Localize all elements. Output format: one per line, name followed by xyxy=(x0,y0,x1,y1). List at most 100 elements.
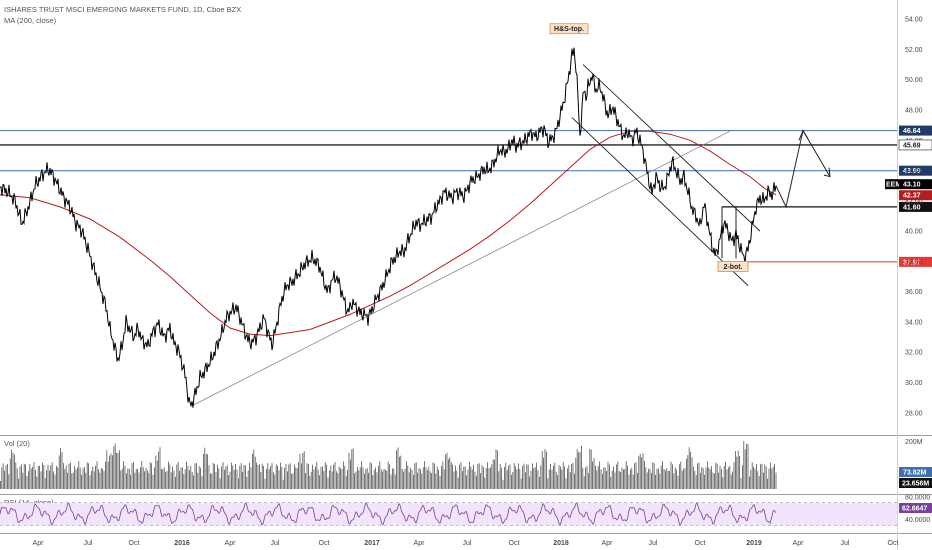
volume-bar xyxy=(518,463,519,489)
volume-bar xyxy=(289,463,291,489)
volume-bar xyxy=(561,469,563,489)
volume-bar xyxy=(65,465,67,489)
volume-bar xyxy=(400,455,402,489)
volume-bar xyxy=(646,472,648,489)
volume-bar xyxy=(680,461,682,489)
volume-bar xyxy=(232,465,234,489)
volume-bar xyxy=(375,467,376,489)
volume-bar xyxy=(72,472,74,489)
volume-bar xyxy=(385,469,386,489)
volume-bar xyxy=(579,451,581,489)
volume-bar xyxy=(607,461,609,489)
volume-bar xyxy=(179,470,180,489)
price-tick-label: 42.00 xyxy=(905,198,923,205)
volume-bar xyxy=(359,467,361,489)
volume-bar xyxy=(226,465,228,489)
volume-bar xyxy=(351,449,353,489)
level-badge xyxy=(899,125,932,136)
volume-bar xyxy=(194,463,196,489)
volume-bar xyxy=(207,454,208,489)
volume-bar xyxy=(128,468,130,489)
volume-bar xyxy=(252,453,253,489)
volume-bar xyxy=(578,452,579,489)
volume-bar xyxy=(707,461,708,489)
volume-bar xyxy=(511,474,512,489)
volume-bar xyxy=(599,461,600,489)
volume-bar xyxy=(627,465,628,489)
volume-bar xyxy=(201,476,203,489)
volume-bar xyxy=(102,468,103,489)
volume-bar xyxy=(183,474,185,489)
volume-bar xyxy=(492,459,494,489)
volume-bar xyxy=(98,469,99,489)
volume-bar xyxy=(364,473,365,489)
volume-bar xyxy=(744,449,746,489)
volume-bar xyxy=(114,443,116,489)
volume-bar xyxy=(140,467,141,489)
volume-bar xyxy=(109,455,110,489)
volume-bar xyxy=(576,449,578,489)
price-axis[interactable]: 54.0052.0050.0048.0046.0044.0042.0040.00… xyxy=(905,17,923,418)
volume-bar xyxy=(378,465,379,489)
volume-bar xyxy=(1,467,3,489)
volume-bar xyxy=(64,469,66,489)
volume-bar xyxy=(676,469,677,489)
time-tick-label: Apr xyxy=(793,540,805,547)
price-tick-label: 32.00 xyxy=(905,350,923,357)
volume-bar xyxy=(312,464,313,489)
volume-bar xyxy=(457,477,459,489)
volume-bar xyxy=(142,467,144,489)
annotations: H&S-top. 2-bot. xyxy=(549,23,749,272)
volume-bar xyxy=(250,467,252,489)
volume-bar xyxy=(688,447,690,489)
volume-bar xyxy=(246,476,248,489)
volume-bar xyxy=(572,462,574,489)
price-tick-label: 34.00 xyxy=(905,319,923,326)
time-tick-label: 2019 xyxy=(746,540,762,547)
volume-bar xyxy=(600,469,602,489)
volume-bar xyxy=(452,464,453,489)
time-tick-label: Apr xyxy=(33,540,45,547)
volume-bar xyxy=(116,452,117,489)
projection-arrow-up xyxy=(798,129,809,141)
volume-bar xyxy=(186,461,187,489)
volume-bar xyxy=(774,463,775,489)
volume-bar xyxy=(163,467,165,489)
time-tick-label: Oct xyxy=(509,540,520,547)
price-tick-label: 28.00 xyxy=(905,410,923,417)
volume-bar xyxy=(687,455,689,489)
volume-bar xyxy=(277,465,278,489)
rsi-line xyxy=(0,502,777,526)
volume-bar xyxy=(484,477,486,489)
volume-bar xyxy=(270,466,271,489)
volume-bar xyxy=(700,472,701,489)
volume-bar xyxy=(651,472,652,489)
volume-bar xyxy=(775,472,777,489)
volume-bar xyxy=(753,466,754,489)
volume-bar xyxy=(567,468,568,489)
volume-bar xyxy=(404,469,406,489)
level-badge-label: 41.60 xyxy=(903,204,921,211)
volume-bar xyxy=(358,470,360,489)
annotation-label: H&S-top. xyxy=(554,26,584,33)
volume-bar xyxy=(408,472,410,489)
time-axis[interactable]: Apr Jul Oct 2016 Apr Jul Oct 2017 Apr Jul Oct 2018 A… xyxy=(33,540,899,547)
volume-bar xyxy=(155,455,157,489)
volume-bar xyxy=(173,470,175,489)
annotation-label: 2-bot. xyxy=(723,264,742,271)
projection-arrow-down xyxy=(823,167,831,178)
volume-bar xyxy=(127,468,129,489)
volume-ma-badge-label: 73.82M xyxy=(903,470,927,477)
volume-bar xyxy=(478,463,480,489)
price-badge-label: 43.10 xyxy=(903,182,921,189)
volume-bar xyxy=(637,472,638,489)
volume-bar xyxy=(624,469,626,489)
level-badge-label: 43.99 xyxy=(903,168,921,175)
volume-bar xyxy=(217,464,218,489)
volume-bar xyxy=(611,470,613,489)
volume-bar xyxy=(498,471,500,489)
volume-bar xyxy=(228,475,229,489)
volume-bar xyxy=(23,463,25,489)
volume-bar xyxy=(529,476,530,489)
